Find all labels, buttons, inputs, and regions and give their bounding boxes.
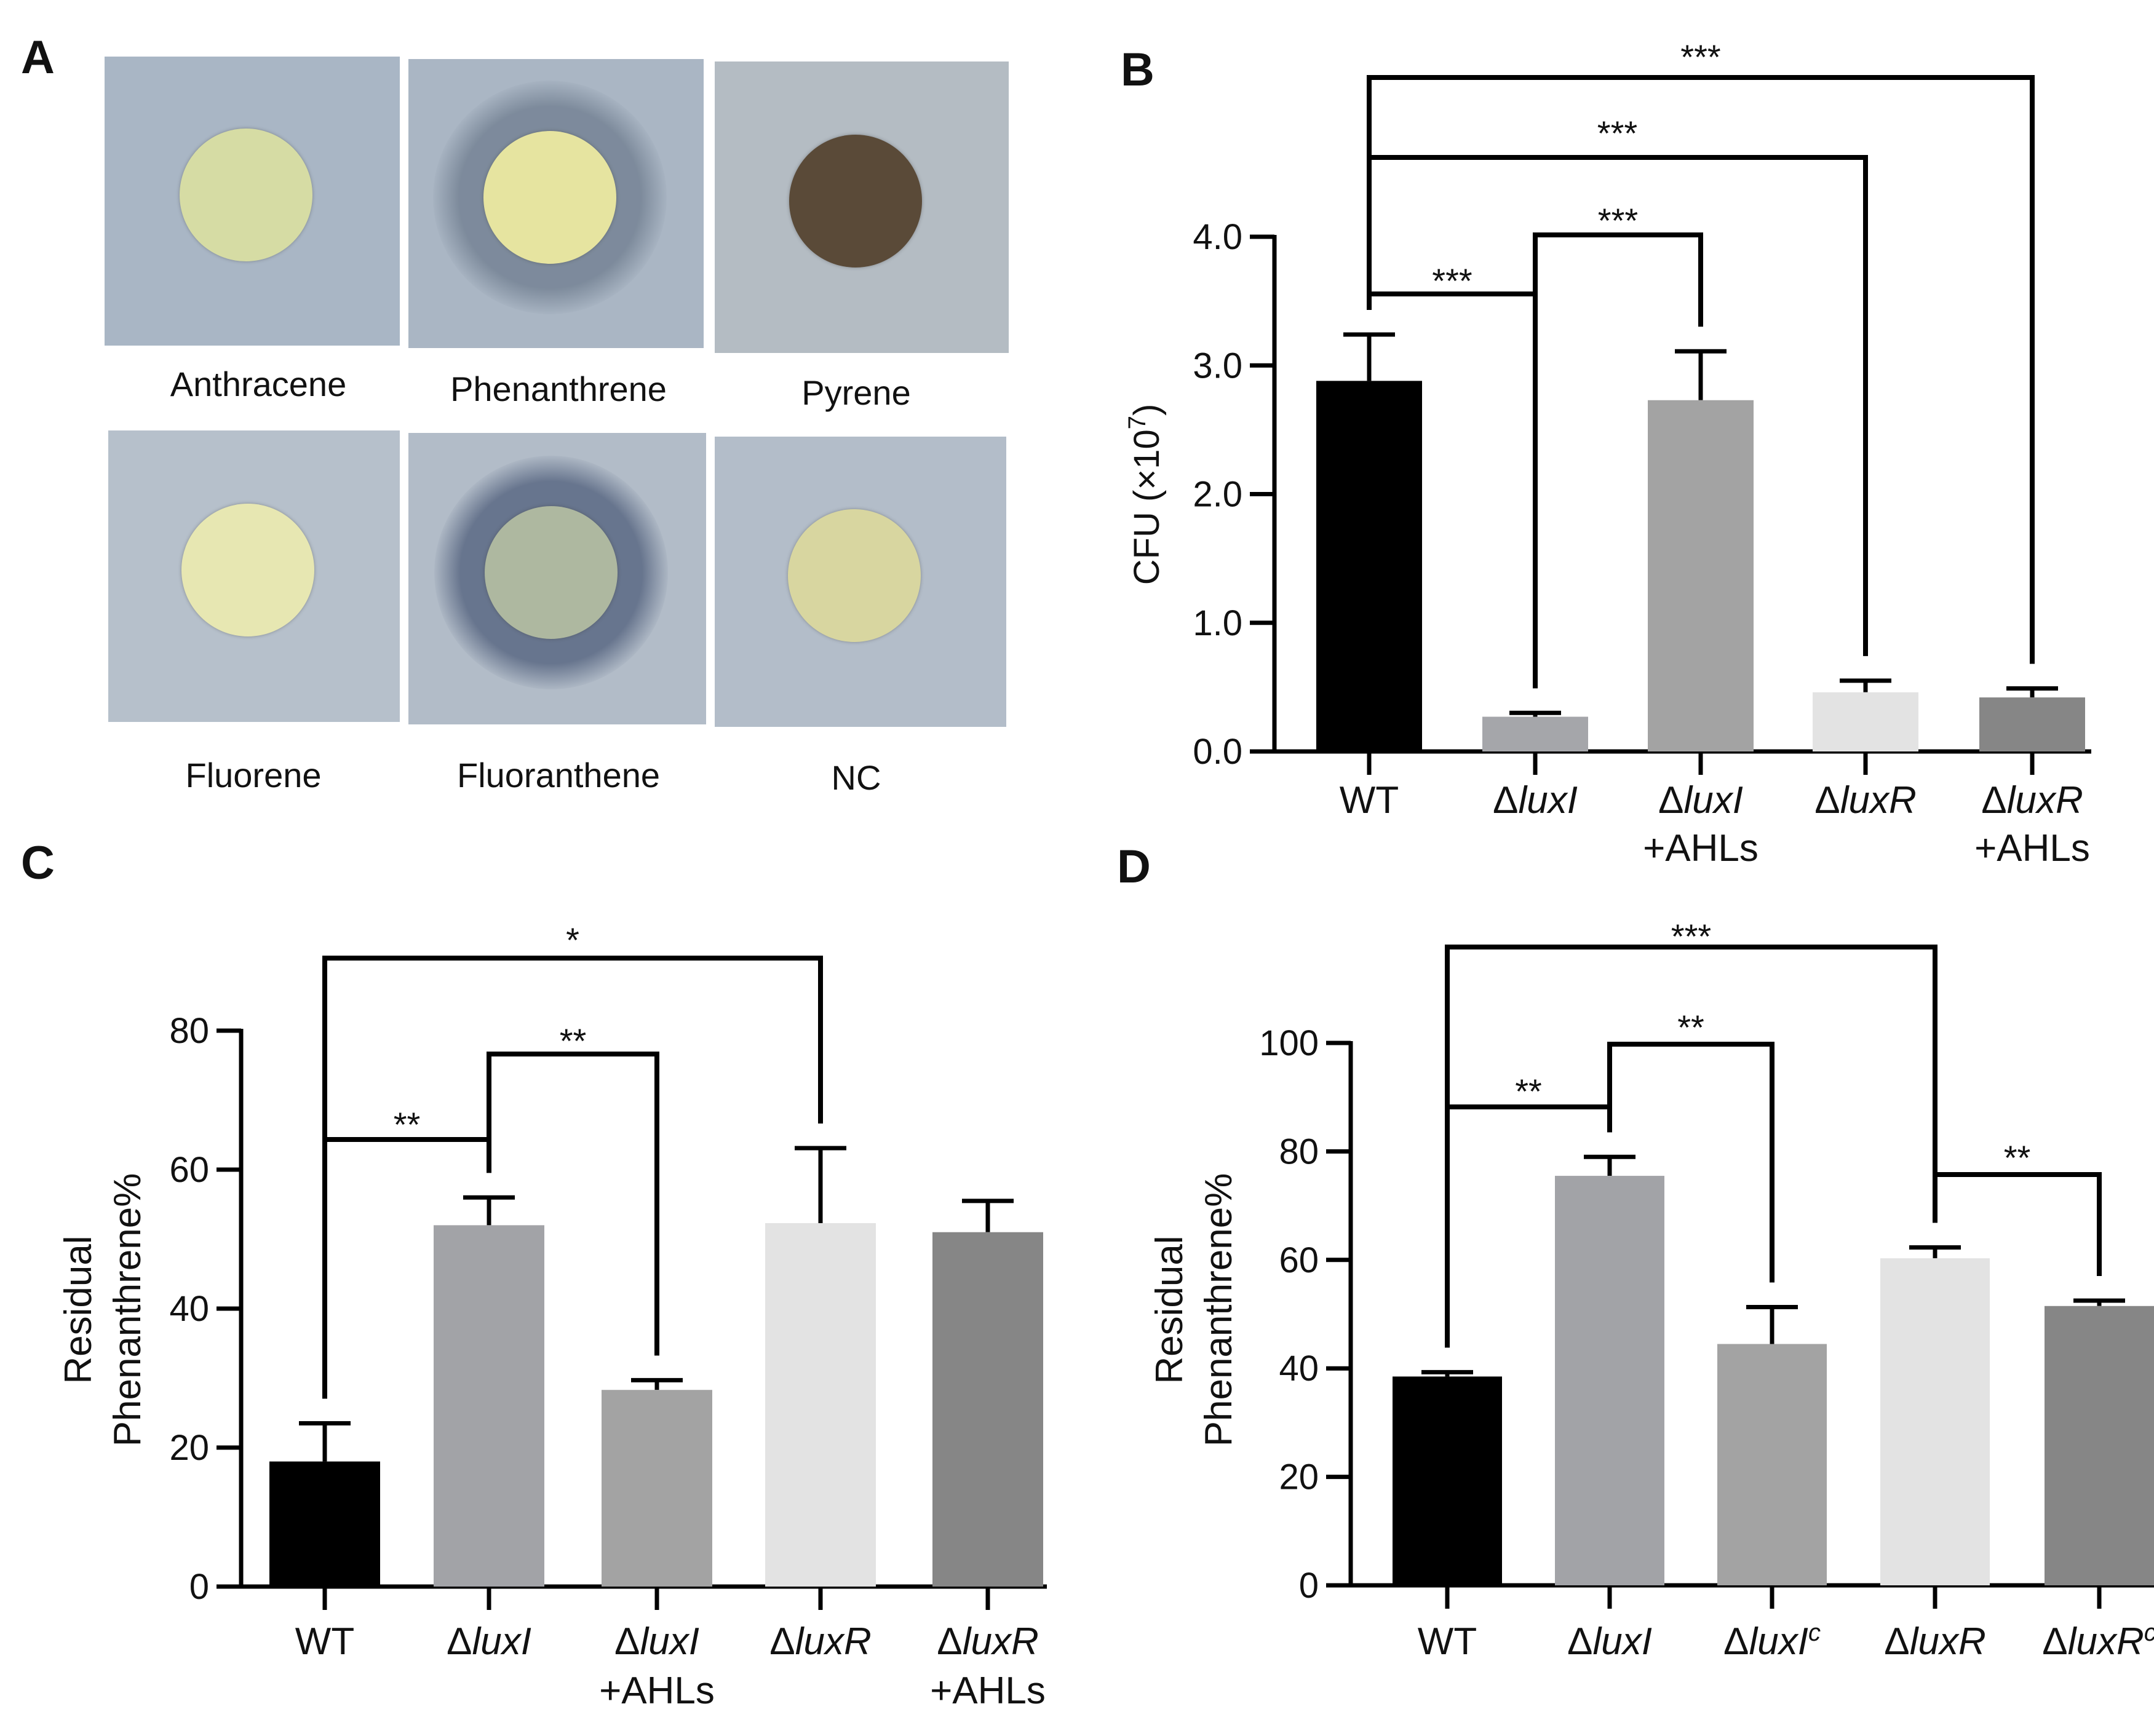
panel-d-significance-label: *** bbox=[1671, 917, 1711, 956]
panel-d-category-label: ΔluxR bbox=[1884, 1620, 1985, 1663]
panel-c-bar bbox=[434, 1225, 544, 1587]
panel-b-bar bbox=[1813, 692, 1918, 751]
panel-c-category-label: ΔluxR bbox=[769, 1620, 871, 1663]
panel-d-category-label: ΔluxI bbox=[1567, 1620, 1652, 1663]
panel-c-y-tick-label: 80 bbox=[169, 1011, 209, 1051]
panel-d-y-tick-label: 100 bbox=[1259, 1023, 1319, 1063]
panel-b-category-label: WT bbox=[1340, 779, 1399, 822]
panel-d-bar bbox=[2045, 1306, 2154, 1585]
panel-d-significance-label: ** bbox=[2004, 1138, 2031, 1177]
panel-label-d: D bbox=[1117, 841, 1151, 893]
panel-c-significance-label: ** bbox=[394, 1105, 421, 1144]
plate-label: NC bbox=[831, 758, 881, 797]
panel-b-bar bbox=[1482, 716, 1588, 751]
plate-label: Fluorene bbox=[185, 756, 322, 795]
panel-c-bar bbox=[932, 1232, 1043, 1587]
panel-b-bar bbox=[1648, 400, 1754, 751]
panel-label-c: C bbox=[21, 837, 55, 889]
panel-c-y-axis-label-line1: Residual bbox=[57, 1235, 100, 1384]
panel-b-significance-label: *** bbox=[1432, 261, 1472, 300]
panel-b-y-tick-label: 0.0 bbox=[1193, 732, 1242, 772]
panel-d-significance-bracket bbox=[1445, 945, 1937, 1348]
panel-d-y-tick-label: 20 bbox=[1279, 1457, 1319, 1497]
panel-d-bar bbox=[1880, 1258, 1990, 1585]
panel-b-y-tick-label: 1.0 bbox=[1193, 603, 1242, 643]
panel-b-significance-label: *** bbox=[1598, 201, 1638, 240]
panel-b-significance-bracket bbox=[1533, 232, 1703, 689]
panel-b-category-label: ΔluxI bbox=[1658, 779, 1743, 822]
plate-photo-3 bbox=[715, 61, 1009, 353]
panel-c-y-tick-label: 40 bbox=[169, 1289, 209, 1329]
panel-c-category-label-line2: +AHLs bbox=[930, 1670, 1046, 1712]
colony-spot bbox=[789, 135, 922, 268]
panel-c-y-tick-label: 20 bbox=[169, 1428, 209, 1468]
panel-b-bar bbox=[1316, 381, 1422, 751]
panel-label-a: A bbox=[21, 31, 55, 84]
panel-b-y-tick-label: 2.0 bbox=[1193, 475, 1242, 515]
plate-photo-4 bbox=[108, 430, 400, 722]
panel-d-significance-label: ** bbox=[1677, 1008, 1704, 1047]
plate-photo-5 bbox=[408, 433, 706, 724]
panel-b-significance-label: *** bbox=[1597, 114, 1637, 153]
panel-c-category-label: ΔluxI bbox=[614, 1620, 699, 1663]
panel-c-y-axis-label-line2: Phenanthrene% bbox=[106, 1173, 149, 1447]
plate-photo-2 bbox=[408, 59, 704, 348]
colony-spot bbox=[483, 131, 616, 264]
panel-d-bar bbox=[1555, 1176, 1664, 1585]
panel-d-y-tick-label: 40 bbox=[1279, 1349, 1319, 1389]
panel-d-y-tick-label: 80 bbox=[1279, 1132, 1319, 1171]
panel-b-significance-bracket bbox=[1367, 75, 2035, 664]
panel-b-category-label: ΔluxR bbox=[1981, 779, 2083, 822]
plate-photo-6 bbox=[715, 437, 1006, 727]
panel-d-significance-bracket bbox=[1933, 1172, 2102, 1276]
panel-d-category-label: WT bbox=[1418, 1620, 1477, 1663]
panel-c-bar bbox=[269, 1461, 380, 1587]
plate-label: Pyrene bbox=[801, 373, 911, 412]
panel-d-category-label: ΔluxRc bbox=[2042, 1619, 2154, 1663]
panel-b-y-tick-label: 4.0 bbox=[1193, 217, 1242, 257]
panel-c-category-label: ΔluxI bbox=[447, 1620, 531, 1663]
panel-c-significance-bracket bbox=[487, 1052, 659, 1356]
colony-spot bbox=[485, 506, 618, 639]
plate-photo-1 bbox=[105, 57, 400, 346]
panel-c-significance-label: * bbox=[566, 921, 579, 959]
panel-d-significance-bracket bbox=[1607, 1042, 1774, 1283]
panel-d-y-axis-label-line2: Phenanthrene% bbox=[1198, 1173, 1240, 1447]
panel-b-y-axis-label: CFU (×107) bbox=[1124, 404, 1167, 585]
panel-b-y-tick-label: 3.0 bbox=[1193, 346, 1242, 386]
panel-d-bar bbox=[1717, 1344, 1827, 1585]
colony-spot bbox=[180, 129, 312, 261]
plate-label: Anthracene bbox=[170, 365, 347, 403]
panel-b-category-label-line2: +AHLs bbox=[1643, 827, 1759, 870]
panel-b-significance-label: *** bbox=[1680, 38, 1720, 76]
plate-label: Fluoranthene bbox=[456, 756, 660, 795]
colony-spot bbox=[788, 509, 921, 642]
panel-c-bar bbox=[602, 1390, 712, 1587]
plate-label: Phenanthrene bbox=[450, 370, 667, 408]
panel-b-bar bbox=[1979, 697, 2085, 751]
panel-d-bar bbox=[1393, 1376, 1502, 1585]
panel-d-significance-label: ** bbox=[1515, 1072, 1542, 1111]
panel-c-category-label-line2: +AHLs bbox=[599, 1670, 715, 1712]
panel-d-y-tick-label: 0 bbox=[1299, 1566, 1319, 1606]
panel-c-significance-label: ** bbox=[560, 1021, 587, 1060]
panel-d-y-tick-label: 60 bbox=[1279, 1240, 1319, 1280]
panel-b-category-label: ΔluxR bbox=[1814, 779, 1916, 822]
colony-spot bbox=[181, 504, 314, 636]
panel-d-category-label: ΔluxIc bbox=[1723, 1619, 1821, 1663]
panel-c-category-label: WT bbox=[295, 1620, 354, 1663]
panel-c-y-tick-label: 60 bbox=[169, 1150, 209, 1190]
panel-d-y-axis-label-line1: Residual bbox=[1148, 1235, 1191, 1384]
panel-b-category-label: ΔluxI bbox=[1493, 779, 1578, 822]
panel-c-significance-bracket bbox=[322, 956, 823, 1399]
panel-c-category-label: ΔluxR bbox=[937, 1620, 1038, 1663]
panel-c-bar bbox=[765, 1223, 876, 1587]
panel-label-b: B bbox=[1121, 44, 1154, 96]
panel-c-y-tick-label: 0 bbox=[189, 1567, 209, 1607]
panel-b-category-label-line2: +AHLs bbox=[1974, 827, 2090, 870]
